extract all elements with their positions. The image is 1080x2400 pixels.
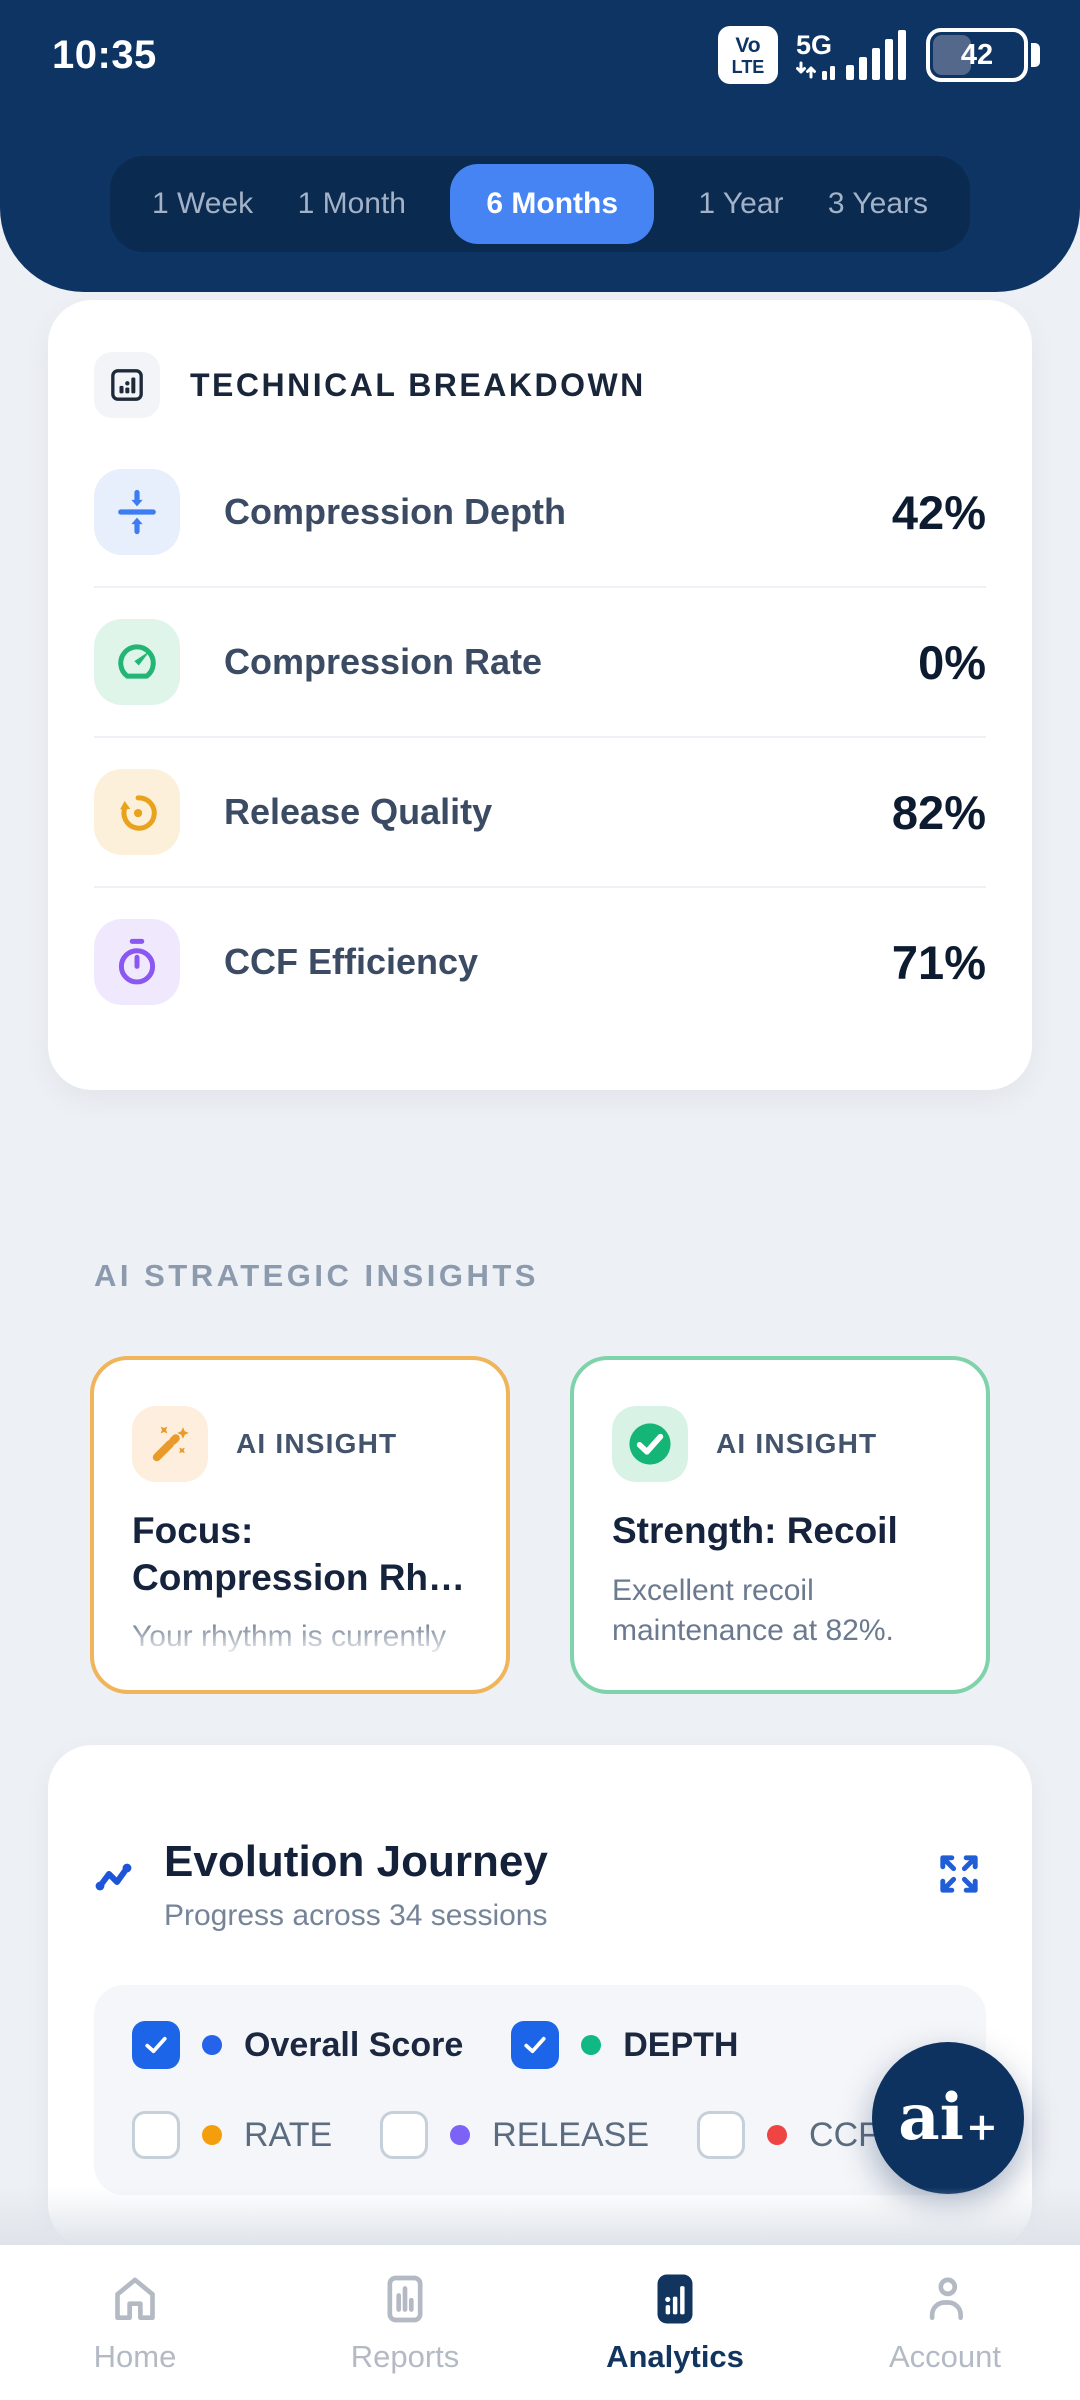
- nav-item-analytics[interactable]: Analytics: [540, 2245, 810, 2400]
- expand-icon: [940, 1855, 978, 1893]
- insight-badge: AI INSIGHT: [236, 1428, 398, 1459]
- reports-icon: [387, 2275, 423, 2322]
- series-dot: [202, 2035, 222, 2055]
- legend-item-ccf[interactable]: CCF: [697, 2111, 879, 2159]
- metric-value: 71%: [891, 935, 986, 989]
- chart-legend: Overall Score DEPTH RATE: [94, 1985, 986, 2195]
- metric-label: Compression Rate: [224, 641, 543, 682]
- rotate-ccw-icon: [94, 769, 180, 855]
- metric-row-compression-rate: Compression Rate 0%: [94, 588, 986, 736]
- compress-icon: [94, 469, 180, 555]
- series-dot: [581, 2035, 602, 2055]
- status-bar: 10:35 Vo LTE 5G: [0, 0, 1080, 84]
- scroll-fade: [0, 2187, 1080, 2245]
- evolution-title: Evolution Journey: [164, 1837, 548, 1886]
- gauge-icon: [94, 619, 180, 705]
- time-range-tabbar: 1 Week 1 Month 6 Months 1 Year 3 Years: [110, 156, 970, 252]
- signal-strength-icon: 5G: [796, 29, 908, 81]
- nav-item-reports[interactable]: Reports: [270, 2245, 540, 2400]
- insight-card-focus[interactable]: AI INSIGHT Focus: Compression Rh… Your r…: [90, 1356, 510, 1694]
- stopwatch-icon: [94, 919, 180, 1005]
- expand-chart-button[interactable]: [932, 1847, 986, 1904]
- divider: [94, 736, 986, 738]
- battery-percent: 42: [960, 38, 994, 71]
- tab-1-year[interactable]: 1 Year: [698, 187, 784, 220]
- metric-label: Compression Depth: [224, 491, 567, 532]
- technical-breakdown-header: TECHNICAL BREAKDOWN: [94, 352, 986, 418]
- network-type-label: 5G: [796, 30, 833, 60]
- checkbox-unchecked-icon[interactable]: [132, 2111, 180, 2159]
- legend-item-release[interactable]: RELEASE: [380, 2111, 649, 2159]
- status-icons: Vo LTE 5G: [718, 26, 1040, 84]
- metric-value: 0%: [918, 635, 986, 689]
- analytics-icon: [657, 2274, 693, 2323]
- data-activity-icon: [796, 61, 835, 80]
- insight-body: Your rhythm is currently: [132, 1620, 447, 1654]
- divider: [94, 586, 986, 588]
- metric-row-compression-depth: Compression Depth 42%: [94, 438, 986, 586]
- checkbox-checked-icon[interactable]: [132, 2021, 180, 2069]
- metric-label: Release Quality: [224, 791, 493, 832]
- evolution-journey-card: Evolution Journey Progress across 34 ses…: [48, 1745, 1032, 2248]
- nav-item-home[interactable]: Home: [0, 2245, 270, 2400]
- insights-section-title: AI STRATEGIC INSIGHTS: [94, 1258, 539, 1293]
- metric-value: 82%: [891, 785, 986, 839]
- metric-row-release-quality: Release Quality 82%: [94, 738, 986, 886]
- nav-item-account[interactable]: Account: [810, 2245, 1080, 2400]
- ai-assistant-fab[interactable]: ai +: [872, 2042, 1024, 2194]
- tab-6-months[interactable]: 6 Months: [450, 164, 655, 244]
- series-dot: [202, 2125, 222, 2145]
- technical-breakdown-title: TECHNICAL BREAKDOWN: [190, 366, 646, 403]
- checkbox-unchecked-icon[interactable]: [697, 2111, 746, 2159]
- legend-item-overall-score[interactable]: Overall Score: [132, 2021, 463, 2069]
- insights-row: AI INSIGHT Focus: Compression Rh… Your r…: [90, 1356, 990, 1694]
- evolution-subtitle: Progress across 34 sessions: [164, 1899, 548, 1932]
- bar-chart-icon: [94, 352, 160, 418]
- tab-1-week[interactable]: 1 Week: [152, 187, 254, 220]
- technical-breakdown-card: TECHNICAL BREAKDOWN Compression Depth 42…: [48, 300, 1032, 1090]
- legend-item-depth[interactable]: DEPTH: [511, 2021, 738, 2069]
- insight-title: Focus: Compression Rh…: [132, 1510, 466, 1598]
- series-dot: [767, 2125, 788, 2145]
- account-icon: [929, 2277, 963, 2320]
- check-circle-icon: [612, 1406, 688, 1482]
- insight-badge: AI INSIGHT: [716, 1428, 878, 1459]
- legend-item-rate[interactable]: RATE: [132, 2111, 332, 2159]
- bottom-nav: Home Reports Analytics: [0, 2245, 1080, 2400]
- checkbox-unchecked-icon[interactable]: [380, 2111, 429, 2159]
- battery-fill: [933, 35, 971, 75]
- metric-label: CCF Efficiency: [224, 941, 479, 982]
- divider: [94, 886, 986, 888]
- clock-time: 10:35: [52, 32, 157, 77]
- battery-icon: 42: [926, 28, 1040, 82]
- insight-title: Strength: Recoil: [612, 1510, 898, 1551]
- volte-badge-icon: Vo LTE: [718, 26, 778, 84]
- signal-bars-icon: [846, 30, 906, 80]
- wand-sparkles-icon: [132, 1406, 208, 1482]
- tab-3-years[interactable]: 3 Years: [827, 187, 928, 220]
- trend-line-icon: [95, 1863, 132, 1891]
- insight-body: Excellent recoil maintenance at 82%.: [612, 1573, 894, 1648]
- metric-value: 42%: [891, 485, 986, 539]
- checkbox-checked-icon[interactable]: [511, 2021, 560, 2069]
- tab-1-month[interactable]: 1 Month: [297, 187, 406, 220]
- home-icon: [115, 2277, 155, 2320]
- metric-row-ccf-efficiency: CCF Efficiency 71%: [94, 888, 986, 1036]
- series-dot: [450, 2125, 471, 2145]
- insight-card-strength[interactable]: AI INSIGHT Strength: Recoil Excellent re…: [570, 1356, 990, 1694]
